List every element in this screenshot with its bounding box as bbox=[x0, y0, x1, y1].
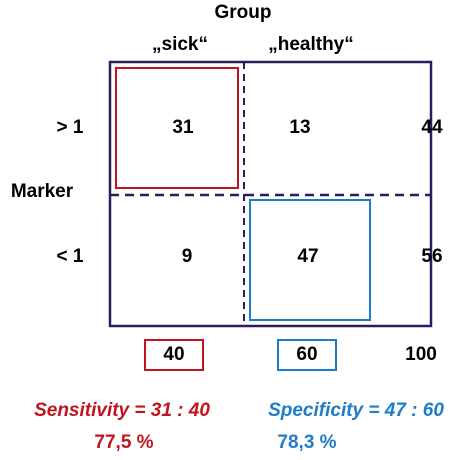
specificity-box bbox=[249, 199, 371, 321]
total-box bbox=[144, 339, 204, 371]
row-label: < 1 bbox=[57, 246, 84, 267]
row-total: 56 bbox=[421, 246, 442, 267]
cell: 31 bbox=[172, 117, 194, 138]
row-label: > 1 bbox=[57, 117, 84, 138]
total-box bbox=[277, 339, 337, 371]
cell: 47 bbox=[297, 246, 318, 267]
sensitivity-result: 77,5 % bbox=[94, 432, 153, 453]
column-header: „healthy“ bbox=[268, 34, 354, 55]
grand-total: 100 bbox=[405, 344, 437, 365]
sensitivity-box bbox=[115, 67, 239, 189]
cell: 13 bbox=[289, 117, 310, 138]
cell: 9 bbox=[182, 246, 193, 267]
column-header: „sick“ bbox=[152, 34, 208, 55]
column-total: 60 bbox=[296, 344, 317, 365]
specificity-result: 78,3 % bbox=[277, 432, 336, 453]
specificity-formula: Specificity = 47 : 60 bbox=[268, 400, 444, 421]
column-total: 40 bbox=[163, 344, 184, 365]
row-total: 44 bbox=[421, 117, 443, 138]
row-axis-label: Marker bbox=[11, 181, 74, 202]
group-title: Group bbox=[215, 2, 272, 23]
sensitivity-formula: Sensitivity = 31 : 40 bbox=[34, 400, 210, 421]
